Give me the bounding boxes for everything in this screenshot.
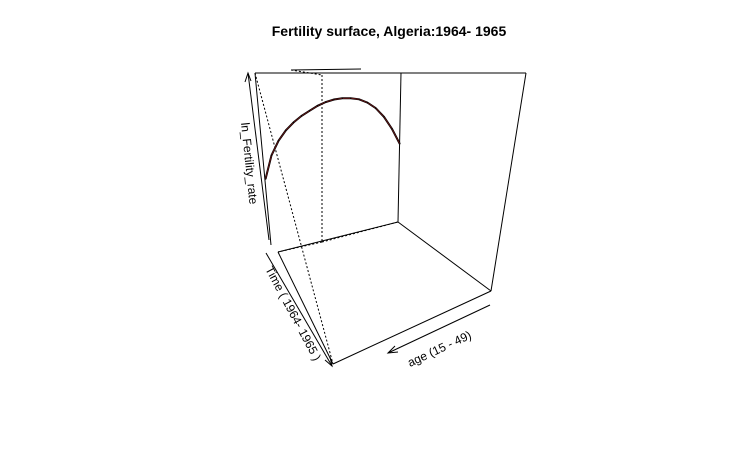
box-edge-hidden bbox=[290, 69, 323, 76]
curve-point bbox=[341, 97, 343, 99]
curve-point bbox=[375, 107, 377, 109]
curve-point bbox=[399, 143, 401, 145]
box-edge bbox=[290, 68, 362, 71]
curve-point bbox=[325, 101, 327, 103]
z-axis-arrowhead bbox=[244, 71, 252, 83]
z-axis-arrow bbox=[247, 72, 270, 241]
box-edge bbox=[397, 221, 492, 292]
age-axis-arrowhead bbox=[386, 345, 399, 354]
box-edge bbox=[397, 72, 402, 223]
box-edge bbox=[490, 72, 527, 292]
fertility-curve-highlight bbox=[265, 97, 401, 180]
chart-title: Fertility surface, Algeria:1964- 1965 bbox=[272, 23, 507, 39]
perspective-box bbox=[254, 68, 527, 365]
box-edge bbox=[332, 290, 492, 365]
curve-point bbox=[333, 98, 335, 101]
curve-point bbox=[293, 121, 295, 123]
age-axis-label: age (15 - 49) bbox=[405, 328, 473, 370]
box-edge bbox=[254, 72, 272, 246]
curve-point bbox=[285, 129, 287, 131]
curve-point bbox=[270, 154, 273, 156]
box-edge bbox=[277, 251, 334, 365]
z-axis-label: ln_Fertility_rate bbox=[238, 122, 261, 205]
axis-arrows bbox=[244, 71, 491, 368]
curve-point bbox=[391, 128, 393, 130]
age-axis-arrow bbox=[387, 304, 491, 354]
time-axis-label: Time ( 1964- 1965 ) bbox=[262, 264, 324, 363]
curve-point bbox=[358, 98, 360, 100]
time-axis-arrowhead bbox=[324, 356, 333, 368]
curve-point bbox=[308, 110, 311, 112]
curve-point bbox=[277, 140, 280, 142]
curve-point bbox=[264, 178, 267, 180]
curve-point bbox=[300, 115, 303, 117]
curve-point bbox=[383, 116, 385, 118]
curve-point bbox=[350, 97, 352, 99]
curve-point bbox=[317, 105, 319, 107]
curve-point bbox=[366, 102, 368, 104]
time-axis-arrow bbox=[265, 252, 333, 367]
box-edge bbox=[277, 221, 399, 253]
series-layer bbox=[264, 97, 401, 180]
fertility-curve bbox=[264, 97, 401, 180]
